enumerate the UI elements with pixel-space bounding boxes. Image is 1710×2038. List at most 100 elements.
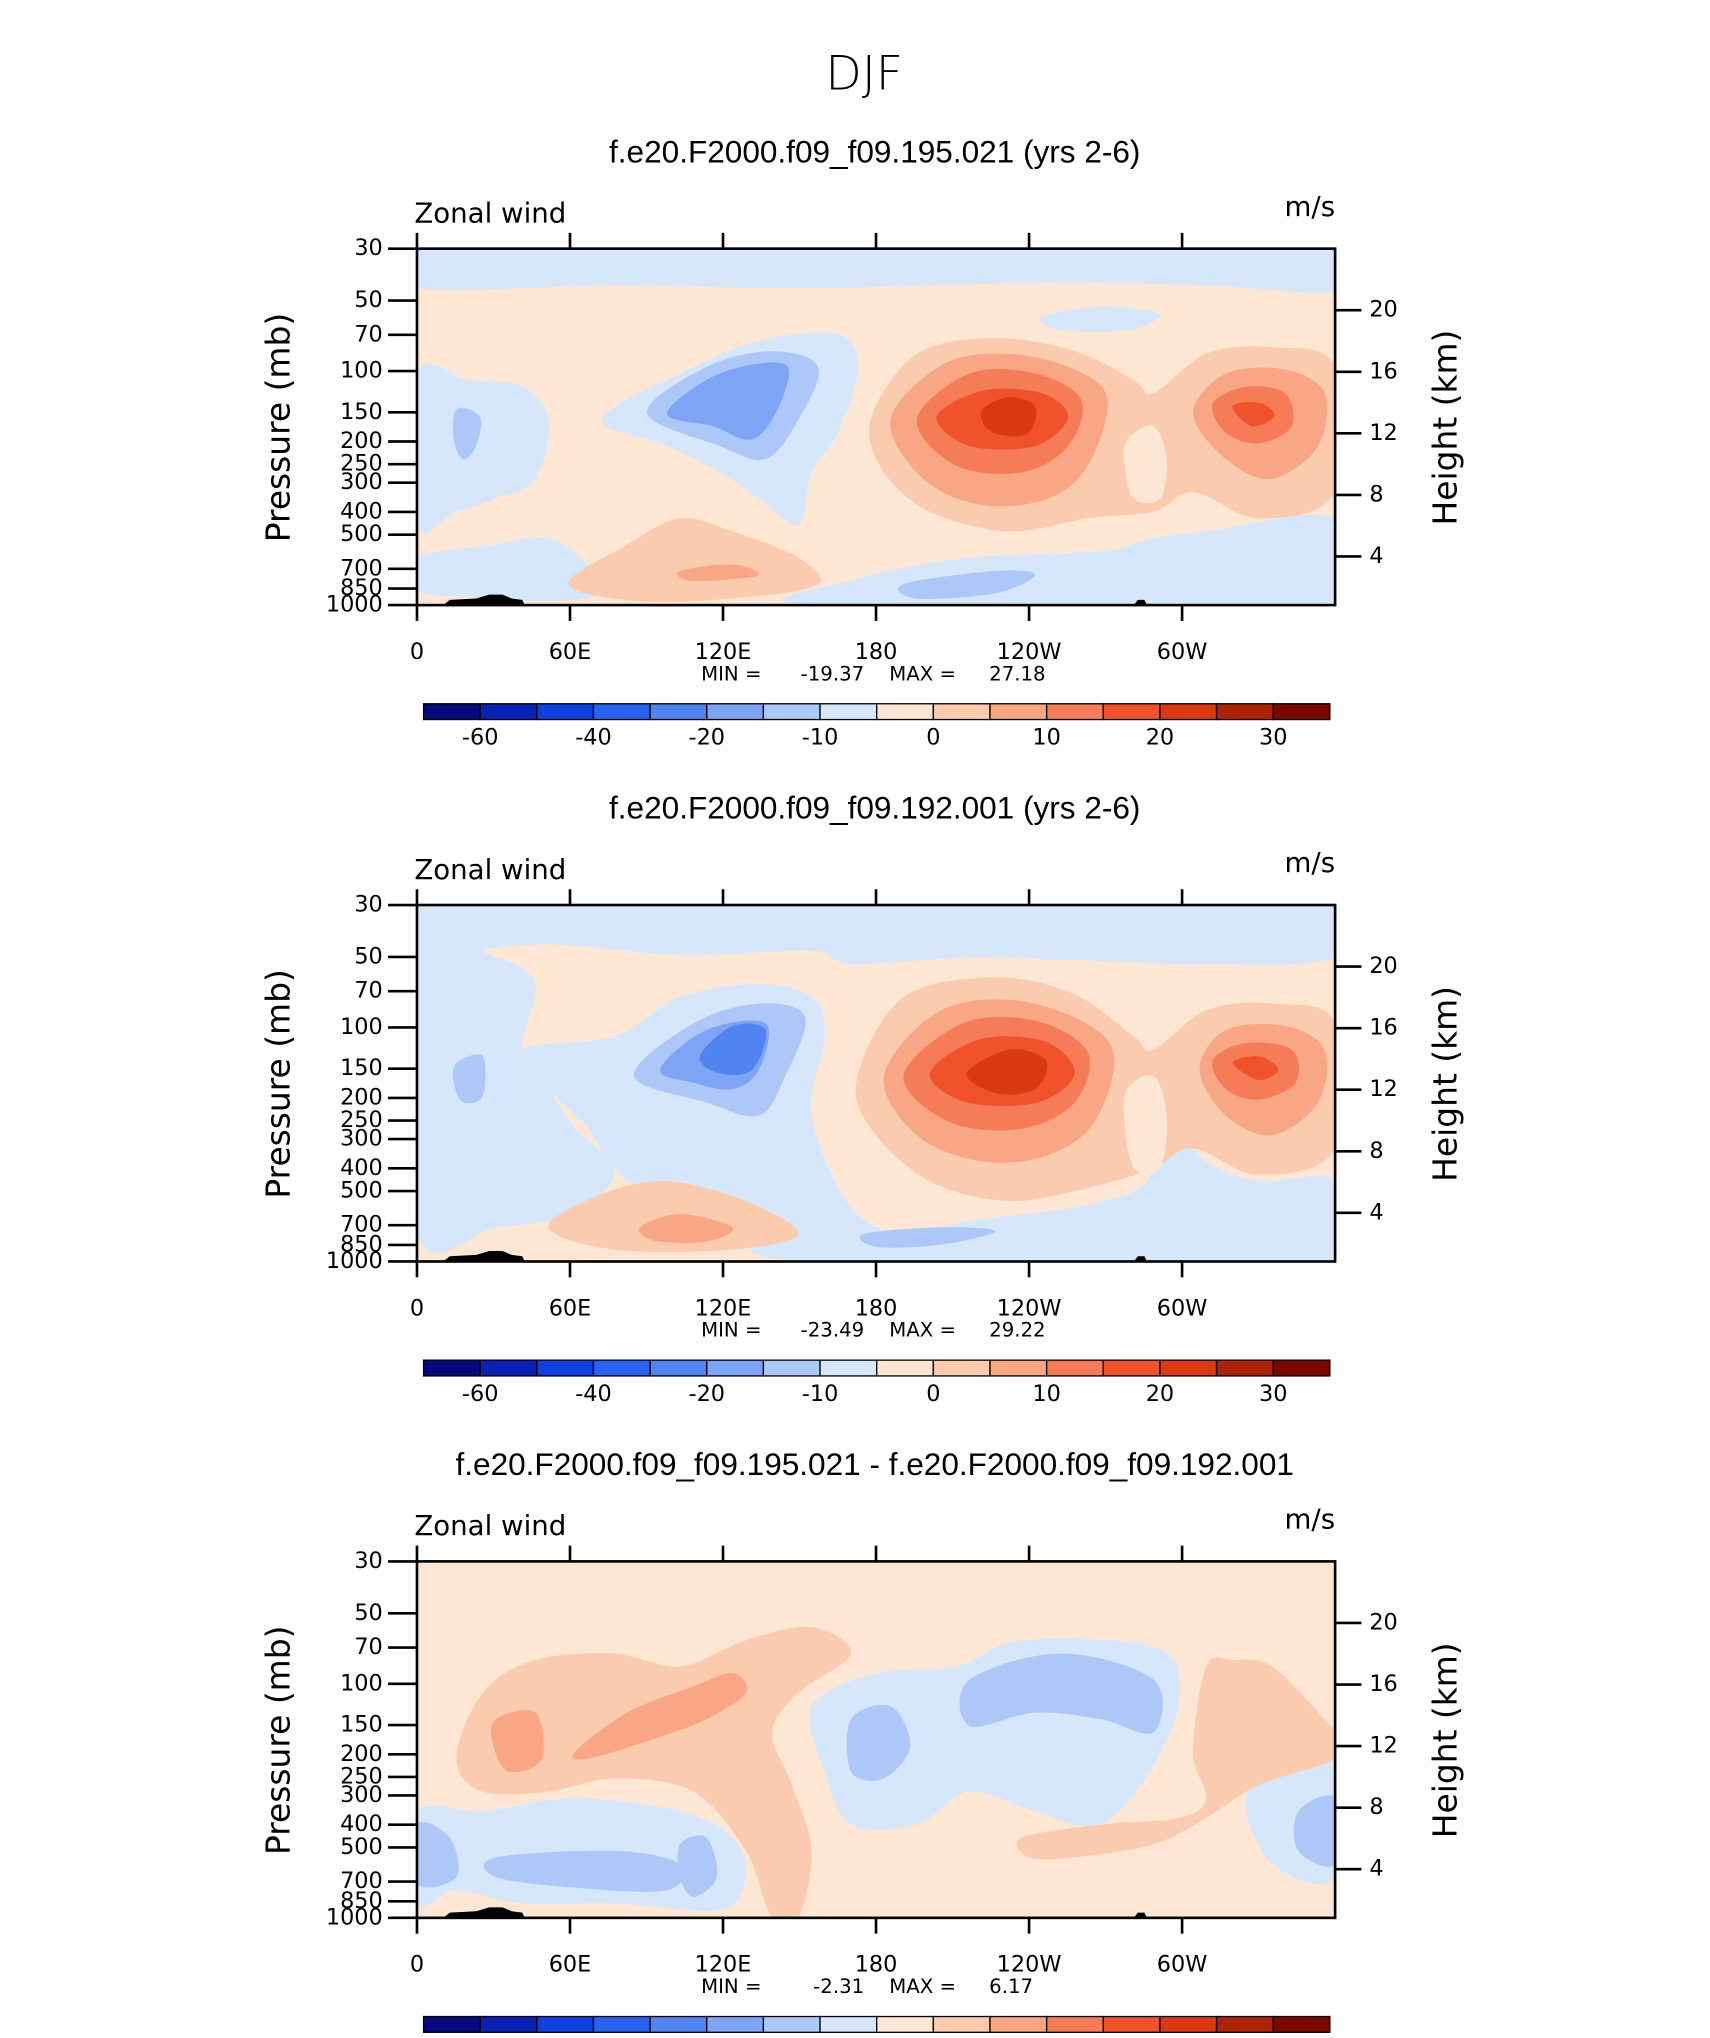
colorbar-label: 20 [1146,1381,1174,1407]
colorbar-box [706,1359,765,1377]
topography [443,594,525,606]
y-tick-label: 1000 [326,1248,383,1274]
colorbar-label: -40 [575,724,612,750]
contour-fill [572,1673,747,1760]
contour-fill [639,1214,734,1243]
y-axis-label: Pressure (mb) [259,969,298,1198]
y2-tick-label: 4 [1369,1199,1383,1225]
y-tick-label: 850 [340,1888,383,1914]
colorbar-box [592,703,651,721]
y2-tick-label: 4 [1369,1856,1383,1882]
right-label: m/s [1285,190,1336,223]
x-tick-label: 120E [695,639,752,665]
figure-title: DJF [825,46,903,101]
y2-tick-label: 16 [1369,1671,1397,1697]
y-tick-label: 70 [354,1634,382,1660]
right-label: m/s [1285,846,1336,879]
y2-axis-label: Height (km) [1425,330,1464,526]
colorbar-box [706,703,765,721]
y-tick-label: 400 [340,498,383,524]
y-tick-label: 300 [340,1782,383,1808]
colorbar-box [876,703,935,721]
max-label: MAX = [889,662,956,685]
max-value: 6.17 [989,1975,1033,1998]
colorbar-box [762,2015,821,2033]
y-tick-label: 300 [340,1126,383,1152]
contour-fill [1016,1657,1336,1860]
min-label: MIN = [701,662,761,685]
colorbar-box [1102,703,1161,721]
contour-field [416,905,1336,1262]
colorbar-box [1102,2015,1161,2033]
y2-tick-label: 12 [1369,1733,1397,1759]
panel-title: f.e20.F2000.f09_f09.192.001 (yrs 2-6) [609,790,1140,826]
contour-fill [846,1704,911,1781]
min-label: MIN = [701,1319,761,1342]
contour-fill [1232,1056,1279,1081]
max-label: MAX = [889,1319,956,1342]
x-tick-label: 120E [695,1295,752,1321]
colorbar-box [989,2015,1048,2033]
colorbar-box [1159,2015,1218,2033]
colorbar-box [1159,703,1218,721]
colorbar-box [1045,2015,1104,2033]
x-tick-label: 180 [855,639,898,665]
y-axis-label: Pressure (mb) [259,1626,298,1855]
contour-fill [416,537,604,602]
colorbar-box [536,1359,595,1377]
colorbar-label: -20 [689,1381,726,1407]
panel-title: f.e20.F2000.f09_f09.195.021 (yrs 2-6) [609,133,1140,169]
y-axis-label: Pressure (mb) [259,313,298,542]
y2-axis-label: Height (km) [1425,1642,1464,1838]
panel-title: f.e20.F2000.f09_f09.195.021 - f.e20.F200… [456,1446,1294,1482]
contour-fill [452,1054,486,1104]
colorbar-box [876,2015,935,2033]
y-tick-label: 400 [340,1811,383,1837]
contour-fill [416,1822,459,1888]
colorbar-label: 20 [1146,724,1174,750]
contour-fill [959,1653,1163,1734]
contour-fill [1293,1795,1336,1867]
contour-field [416,248,1336,606]
contour-fill [897,570,1036,599]
x-tick-label: 120E [695,1952,752,1978]
y2-tick-label: 16 [1369,1015,1397,1041]
contour-fill [666,362,790,440]
y-tick-label: 100 [340,358,383,384]
y-tick-label: 150 [340,1712,383,1738]
colorbar-label: -10 [802,724,839,750]
y-tick-label: 150 [340,399,383,425]
contour-field [416,1561,1336,1918]
min-value: -19.37 [801,662,865,685]
contour-fill [416,248,1336,293]
colorbar-box [989,1359,1048,1377]
colorbar-box [1045,1359,1104,1377]
y-tick-label: 500 [340,1834,383,1860]
contour-fill [483,1850,685,1892]
contour-fill [1123,1074,1168,1175]
y-tick-label: 500 [340,521,383,547]
colorbar-label: 0 [926,724,940,750]
y2-tick-label: 12 [1369,420,1397,446]
colorbar-box [932,703,991,721]
x-tick-label: 60E [549,1952,592,1978]
x-tick-label: 0 [410,639,424,665]
colorbar-box [1272,703,1331,721]
y-tick-label: 100 [340,1014,383,1040]
x-tick-label: 180 [855,1295,898,1321]
contour-fill [676,564,760,582]
x-tick-label: 120W [997,1952,1062,1978]
max-value: 29.22 [989,1319,1045,1342]
y-tick-label: 50 [354,943,382,969]
x-tick-label: 120W [997,1295,1062,1321]
colorbar-box [1272,1359,1331,1377]
colorbar-box [1215,2015,1274,2033]
colorbar-box [649,703,708,721]
colorbar-box [536,2015,595,2033]
y-tick-label: 250 [340,1763,383,1789]
contour-fill [568,517,821,602]
min-label: MIN = [701,1975,761,1998]
y2-tick-label: 20 [1369,953,1397,979]
contour-fill [859,1227,996,1248]
colorbar-box [422,703,481,721]
